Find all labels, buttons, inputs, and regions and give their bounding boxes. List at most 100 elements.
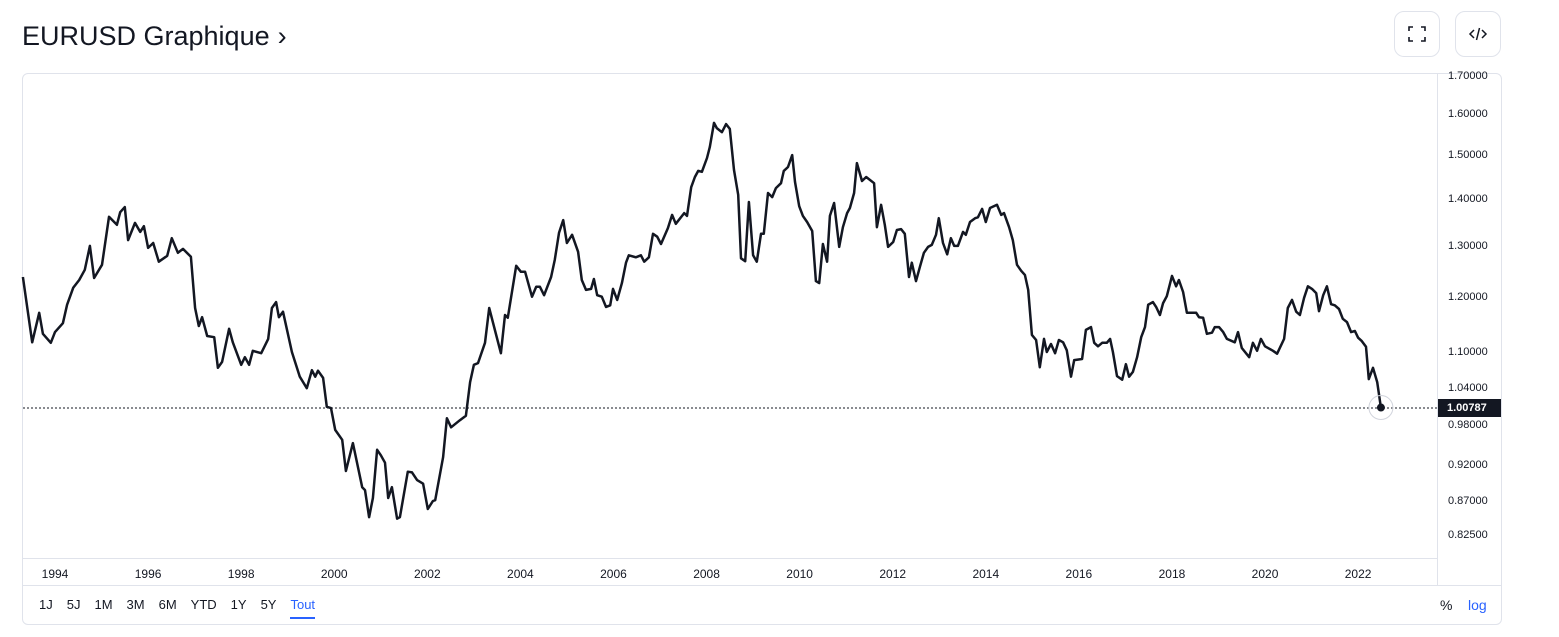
data-point: [311, 369, 313, 371]
data-point: [892, 241, 894, 243]
range-button-tout[interactable]: Tout: [283, 596, 322, 619]
data-point: [213, 336, 215, 338]
data-point: [182, 248, 184, 250]
data-point: [158, 261, 160, 263]
data-point: [108, 216, 110, 218]
log-scale-toggle[interactable]: log: [1468, 597, 1487, 613]
x-tick-label: 1998: [227, 567, 255, 581]
y-tick-label: 1.40000: [1448, 192, 1488, 205]
percent-scale-toggle[interactable]: %: [1440, 597, 1453, 613]
x-tick-label: 2010: [786, 567, 813, 581]
data-point: [701, 171, 703, 173]
data-point: [1066, 349, 1068, 351]
x-tick-label: 2012: [879, 567, 907, 581]
last-point-ring: [1368, 395, 1394, 421]
data-point: [1058, 339, 1060, 341]
data-point: [977, 216, 979, 218]
data-point: [1043, 338, 1045, 340]
data-point: [953, 245, 955, 247]
data-point: [1147, 304, 1149, 306]
data-point: [1003, 212, 1005, 214]
y-tick-label: 1.30000: [1448, 239, 1488, 252]
data-point: [880, 204, 882, 206]
data-point: [252, 350, 254, 352]
fullscreen-button[interactable]: [1394, 11, 1440, 57]
range-button-6m[interactable]: 6M: [158, 597, 177, 612]
y-tick-label: 0.87000: [1448, 494, 1488, 507]
data-point: [748, 201, 750, 203]
data-point: [853, 192, 855, 194]
data-point: [612, 288, 614, 290]
data-point: [1214, 326, 1216, 328]
data-point: [361, 486, 363, 488]
data-point: [166, 255, 168, 257]
range-button-5y[interactable]: 5Y: [260, 597, 277, 612]
data-point: [1106, 342, 1108, 344]
x-tick-label: 1994: [41, 567, 69, 581]
data-point: [1252, 342, 1254, 344]
x-tick-label: 2018: [1158, 567, 1186, 581]
range-button-1y[interactable]: 1Y: [230, 597, 247, 612]
range-button-1j[interactable]: 1J: [39, 597, 53, 612]
data-point: [962, 231, 964, 233]
data-point: [535, 286, 537, 288]
chart-title-link[interactable]: EURUSD Graphique ›: [22, 18, 287, 54]
data-point: [887, 246, 889, 248]
data-point: [950, 237, 952, 239]
data-point: [798, 205, 800, 207]
data-point: [450, 426, 452, 428]
data-point: [1035, 339, 1037, 341]
data-point: [38, 312, 40, 314]
data-point: [84, 269, 86, 271]
data-point: [1125, 363, 1127, 365]
data-point: [291, 351, 293, 353]
data-point: [923, 252, 925, 254]
embed-code-button[interactable]: [1455, 11, 1501, 57]
data-point: [625, 262, 627, 264]
data-point: [1031, 334, 1033, 336]
data-point: [101, 264, 103, 266]
data-point: [640, 254, 642, 256]
data-point: [1256, 350, 1258, 352]
x-tick-label: 2014: [972, 567, 1000, 581]
data-point: [1376, 381, 1378, 383]
data-point: [1136, 356, 1138, 358]
data-point: [780, 182, 782, 184]
data-point: [116, 224, 118, 226]
data-point: [1062, 341, 1064, 343]
data-point: [621, 282, 623, 284]
data-point: [1283, 338, 1285, 340]
data-point: [713, 122, 715, 124]
data-point: [119, 211, 121, 213]
data-point: [434, 499, 436, 501]
data-point: [974, 217, 976, 219]
data-point: [190, 256, 192, 258]
data-point: [139, 231, 141, 233]
data-point: [1016, 264, 1018, 266]
data-point: [635, 256, 637, 258]
data-point: [1287, 307, 1289, 309]
data-point: [737, 194, 739, 196]
data-point: [818, 282, 820, 284]
data-point: [539, 286, 541, 288]
data-point: [1368, 378, 1370, 380]
data-point: [228, 328, 230, 330]
data-point: [206, 335, 208, 337]
data-point: [1234, 341, 1236, 343]
eurusd-series-line: [21, 121, 1383, 520]
last-price-tag: 1.00787: [1438, 399, 1501, 417]
data-point: [399, 516, 401, 518]
range-button-5j[interactable]: 5J: [66, 597, 81, 612]
data-point: [330, 407, 332, 409]
range-button-1m[interactable]: 1M: [94, 597, 113, 612]
data-point: [314, 376, 316, 378]
range-button-ytd[interactable]: YTD: [190, 597, 217, 612]
data-point: [919, 265, 921, 267]
data-point: [396, 518, 398, 520]
code-icon: [1468, 27, 1488, 41]
data-point: [826, 261, 828, 263]
data-point: [763, 233, 765, 235]
range-button-3m[interactable]: 3M: [126, 597, 145, 612]
data-point: [1012, 239, 1014, 241]
